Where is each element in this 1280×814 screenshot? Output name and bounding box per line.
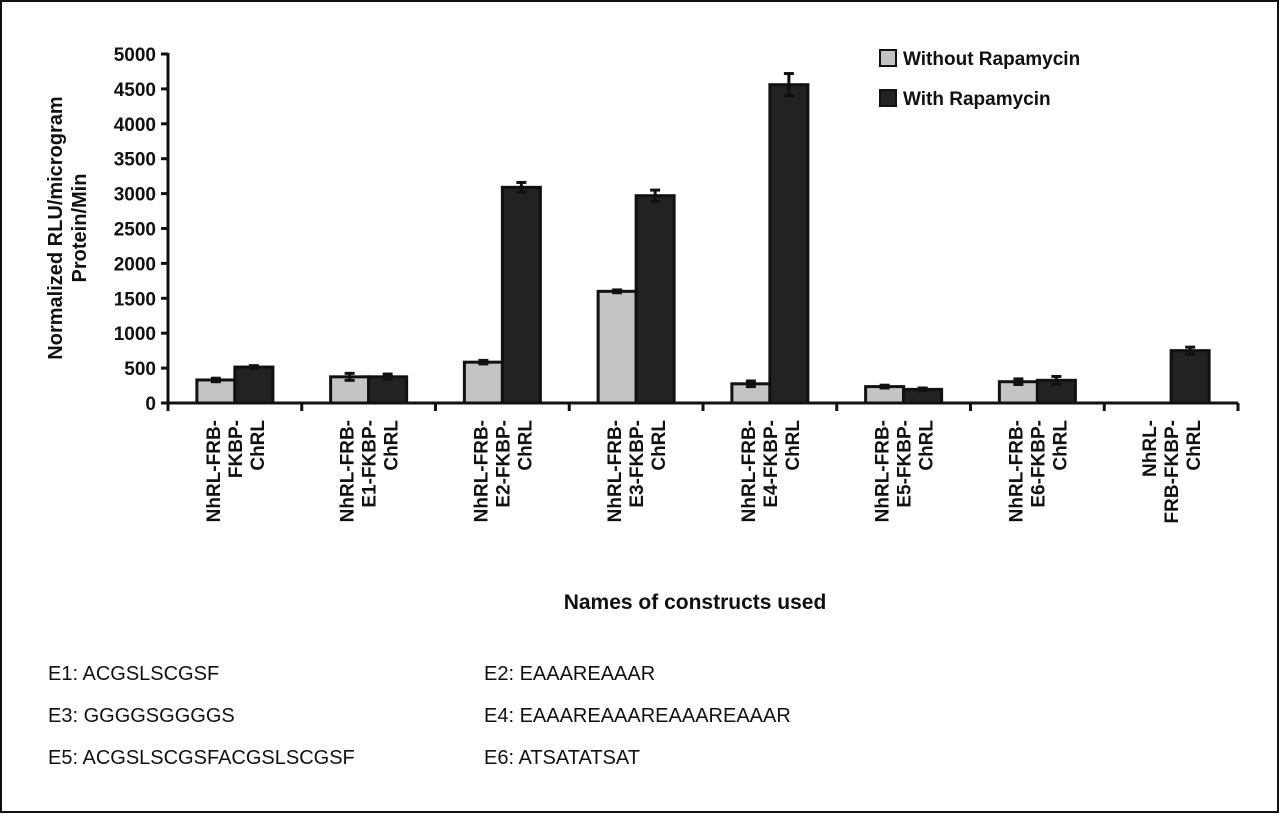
x-tick-label-line: NhRL-FRB- [739,420,760,522]
bar-with-rapamycin [634,194,676,405]
x-tick-label-line: NhRL-FRB- [204,420,225,522]
y-axis: 0 500 1000 1500 2000 2500 3000 3500 4000 4500 5000 [114,45,170,415]
y-tick-label: 3000 [114,185,156,206]
bar-with-rapamycin [500,185,542,405]
bar-without-rapamycin [195,378,237,405]
footnote: E4: EAAAREAAAREAAAREAAAR [484,705,791,727]
legend-swatch [879,89,897,107]
legend-label: Without Rapamycin [903,49,1080,70]
x-tick-label-line: NhRL-FRB- [605,420,626,522]
y-tick-label: 2000 [114,254,156,275]
bar-with-rapamycin [233,365,275,405]
footnotes: E1: ACGSLSCGSF E2: EAAAREAAAR E3: GGGGSGGG… [48,663,791,769]
x-tick-label-line: NhRL- [1140,420,1161,477]
x-tick-label: NhRL-FRB-FKBP-ChRL [1140,420,1205,524]
bar-without-rapamycin [462,360,504,405]
footnote: E5: ACGSLSCGSFACGSLSCGSF [48,747,355,769]
legend-swatch [879,49,897,67]
x-tick-label-line: E6-FKBP- [1028,420,1049,508]
x-tick-label-line: E1-FKBP- [360,420,381,508]
bar-without-rapamycin [596,289,638,405]
y-axis-title: Normalized RLU/microgram Protein/Min [45,96,91,359]
y-tick-label: 5000 [114,45,156,66]
x-tick-label-line: ChRL [382,420,403,471]
y-tick-label: 4500 [114,80,156,101]
footnote: E2: EAAAREAAAR [484,663,655,685]
x-tick-label-line: NhRL-FRB- [338,420,359,522]
x-tick-label-line: FRB-FKBP- [1162,420,1183,523]
x-tick-label: NhRL-FRB-FKBP-ChRL [204,420,269,523]
legend: Without Rapamycin With Rapamycin [879,49,1080,110]
footnote: E1: ACGSLSCGSF [48,663,219,685]
x-tick-label-line: NhRL-FRB- [471,420,492,522]
y-tick-label: 500 [124,359,156,380]
y-tick-label: 3500 [114,150,156,171]
y-axis-title-line-2: Protein/Min [69,174,91,283]
x-tick-label-line: ChRL [515,420,536,471]
y-tick-label: 4000 [114,115,156,136]
footnote: E6: ATSATATSAT [484,747,640,769]
x-tick-label-line: ChRL [917,420,938,471]
x-tick-label: NhRL-FRB- E3-FKBP- ChRL [605,420,670,523]
y-tick-label: 1000 [114,324,156,345]
x-tick-label-line: E5-FKBP- [895,420,916,508]
y-axis-title-line-1: Normalized RLU/microgram [45,96,67,359]
x-tick-label-line: ChRL [649,420,670,471]
legend-label: With Rapamycin [903,89,1051,110]
y-tick-label: 1500 [114,289,156,310]
x-tick-label-line: E4-FKBP- [761,420,782,508]
x-tick-label-line: E2-FKBP- [493,420,514,508]
y-tick-label: 2500 [114,220,156,241]
x-tick-label: NhRL-FRB- E1-FKBP- ChRL [338,420,403,523]
bars [195,72,1211,405]
x-tick-label: NhRL-FRB- E2-FKBP- ChRL [471,420,536,523]
footnote: E3: GGGGSGGGGS [48,705,235,727]
x-tick-label: NhRL-FRB- E6-FKBP- ChRL [1006,420,1071,523]
x-tick-label-line: E3-FKBP- [627,420,648,508]
x-tick-label-line: NhRL-FRB- [873,420,894,522]
x-axis-title: Names of constructs used [564,591,827,614]
x-tick-label-line: NhRL-FRB- [1006,420,1027,522]
bar-with-rapamycin [1169,349,1211,405]
x-tick-label-line: ChRL [248,420,269,471]
y-tick-label: 0 [145,394,156,415]
x-axis: NhRL-FRB- FKBP- ChRL NhRL-FRB- E1-FKBP- ChRL N… [166,401,1240,524]
x-tick-label: NhRL-FRB- E4-FKBP- ChRL [739,420,804,523]
x-tick-label-line: ChRL [1050,420,1071,471]
x-tick-label-line: ChRL [1184,420,1205,471]
x-tick-label-line: FKBP- [226,420,247,478]
bar-with-rapamycin [768,83,810,405]
x-tick-label-line: ChRL [783,420,804,471]
x-tick-label: NhRL-FRB- E5-FKBP- ChRL [873,420,938,523]
